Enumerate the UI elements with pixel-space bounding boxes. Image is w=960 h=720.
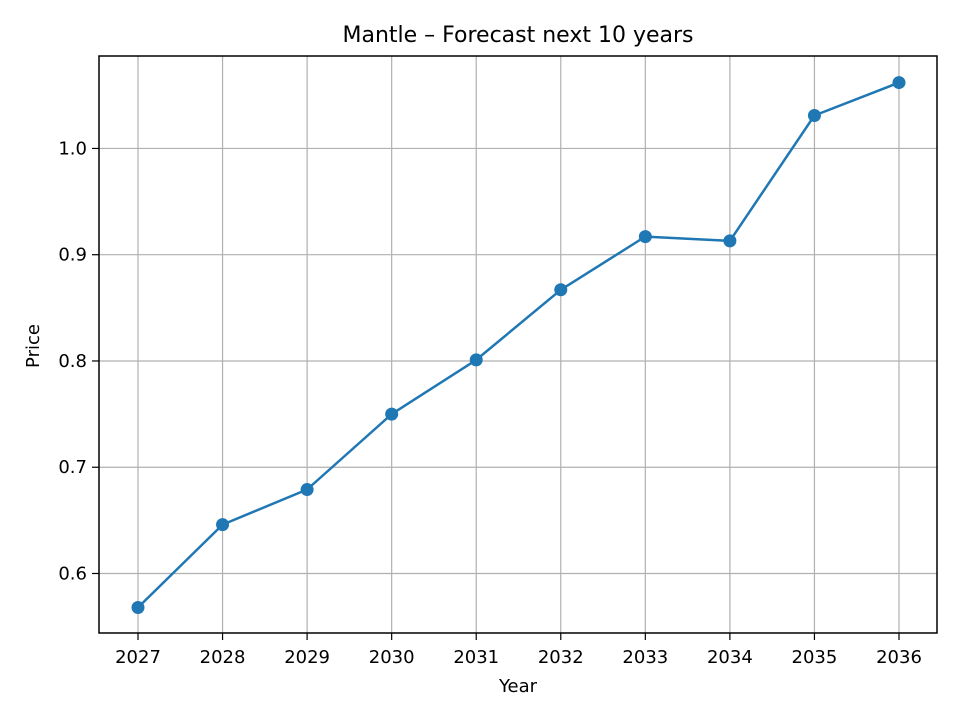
data-point-marker [385,407,399,421]
data-point-marker [300,483,314,497]
y-tick-label: 0.7 [58,457,87,478]
x-axis-label: Year [498,676,538,697]
x-tick-label: 2036 [876,647,922,668]
y-tick-label: 0.8 [58,351,87,372]
data-point-marker [892,76,906,90]
data-point-marker [469,353,483,367]
data-point-marker [723,234,737,248]
y-tick-label: 1.0 [58,138,87,159]
x-tick-label: 2031 [453,647,499,668]
x-tick-label: 2032 [538,647,584,668]
series-line [137,81,900,609]
data-series [131,76,906,614]
x-tick-label: 2028 [200,647,246,668]
data-point-marker [131,600,145,614]
x-tick-label: 2027 [115,647,161,668]
grid-lines [99,56,937,633]
y-tick-label: 0.6 [58,563,87,584]
data-point-marker [216,518,230,532]
x-tick-label: 2029 [284,647,330,668]
data-point-marker [638,230,652,244]
data-point-marker [554,283,568,297]
data-point-marker [807,109,821,123]
x-tick-label: 2033 [622,647,668,668]
y-tick-label: 0.9 [58,245,87,266]
y-axis-label: Price [23,324,44,368]
axis-ticks: 2027 2028 2029 2030 2031 2032 2033 2034 2035 2036… [58,138,922,668]
x-tick-label: 2030 [369,647,415,668]
x-tick-label: 2034 [707,647,753,668]
x-tick-label: 2035 [792,647,838,668]
plot-area-frame [98,55,938,634]
chart-title: Mantle – Forecast next 10 years [342,23,693,48]
